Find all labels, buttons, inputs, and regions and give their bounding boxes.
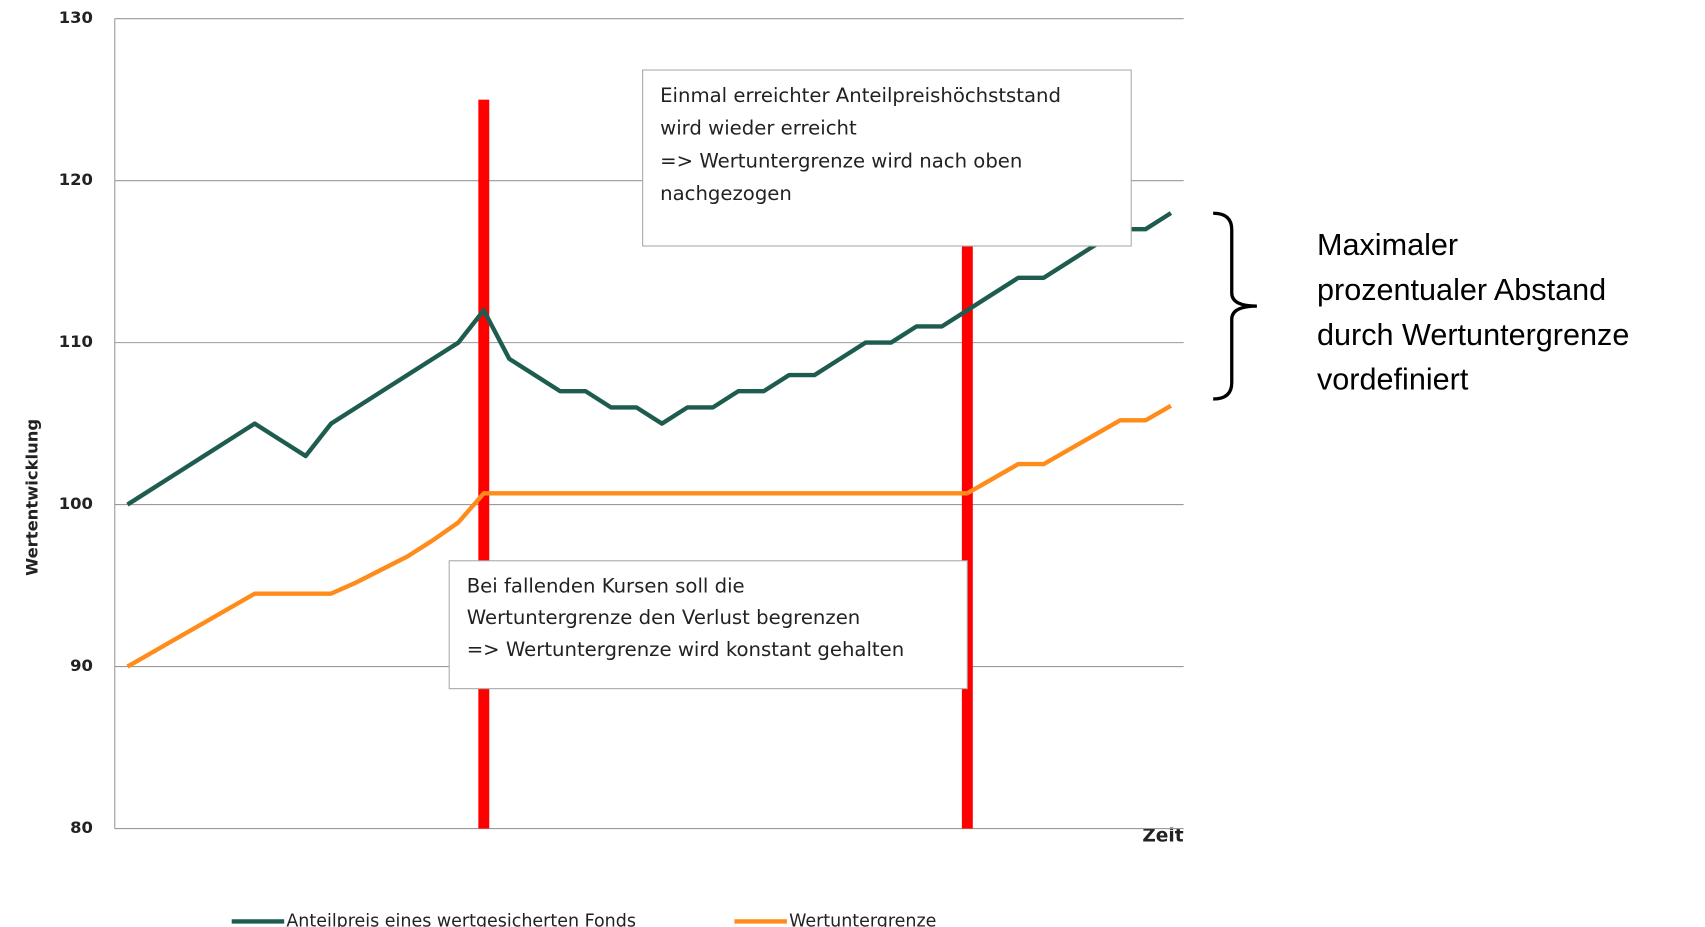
annotation-text: prozentualer Abstand	[1317, 273, 1606, 307]
y-tick-label: 110	[59, 332, 93, 351]
annotation-text: Wertuntergrenze den Verlust begrenzen	[467, 606, 861, 629]
brace	[1213, 211, 1257, 401]
y-axis-label: Wertentwicklung	[22, 419, 41, 576]
annotation-text: Bei fallenden Kursen soll die	[467, 575, 745, 598]
annotation-text: vordefiniert	[1317, 363, 1469, 397]
annotation-text: => Wertuntergrenze wird nach oben	[660, 149, 1022, 172]
y-tick-label: 80	[70, 818, 93, 837]
annotation-text: wird wieder erreicht	[660, 117, 857, 140]
annotation-text: => Wertuntergrenze wird konstant gehalte…	[467, 638, 905, 661]
y-tick-label: 120	[59, 170, 93, 189]
y-tick-label: 100	[59, 494, 93, 513]
x-axis-label: Zeit	[1142, 826, 1183, 847]
annotation-text: Maximaler	[1317, 228, 1458, 262]
red-bar	[478, 99, 490, 829]
red-bar	[961, 99, 973, 829]
line-series	[126, 403, 1173, 669]
annotation-text: nachgezogen	[660, 182, 792, 205]
annotation-text: durch Wertuntergrenze	[1317, 318, 1629, 352]
y-tick-label: 90	[70, 656, 93, 675]
line-series	[126, 211, 1173, 507]
annotation-text: Einmal erreichter Anteilpreishöchststand	[660, 84, 1061, 107]
annotation-box	[448, 560, 968, 690]
y-tick-label: 130	[59, 8, 93, 27]
annotation-box	[642, 69, 1132, 247]
legend-label: Wertuntergrenze	[789, 911, 936, 927]
legend-label: Anteilpreis eines wertgesicherten Fonds	[286, 911, 636, 927]
